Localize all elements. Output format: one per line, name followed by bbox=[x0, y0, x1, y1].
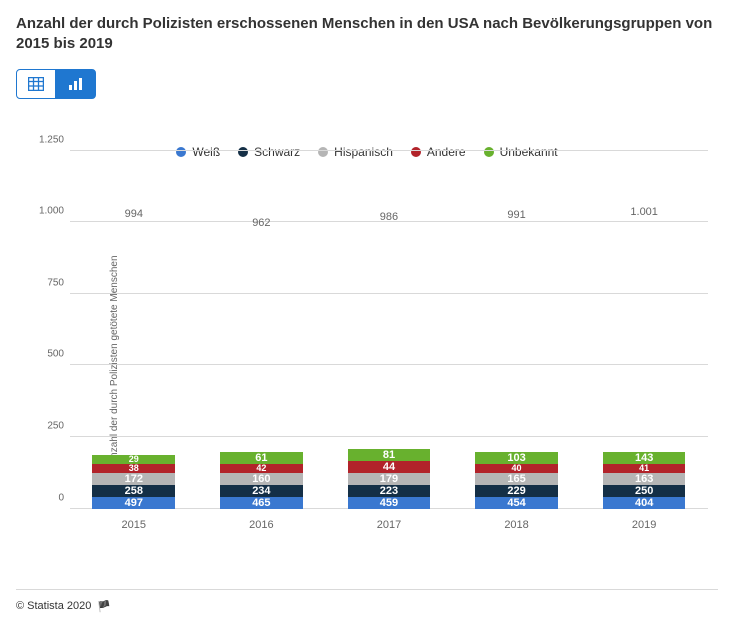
bar-segment-andere[interactable]: 40 bbox=[475, 464, 558, 473]
bar-segment-weiss[interactable]: 404 bbox=[603, 497, 686, 509]
x-category-label: 2017 bbox=[377, 519, 401, 531]
bar-stack[interactable]: 40425016341143 bbox=[603, 452, 686, 509]
bar-chart-icon bbox=[68, 77, 84, 91]
bar-column: 1.001404250163411432019 bbox=[587, 151, 702, 509]
bar-column: 96246523416042612016 bbox=[204, 151, 319, 509]
bar-segment-weiss[interactable]: 454 bbox=[475, 497, 558, 509]
bar-segment-hispanisch[interactable]: 172 bbox=[92, 473, 175, 485]
bar-segment-hispanisch[interactable]: 160 bbox=[220, 473, 303, 485]
view-tabs bbox=[16, 69, 718, 99]
bars-container: 9944972581723829201596246523416042612016… bbox=[70, 151, 708, 509]
chart-area: Anzahl der durch Polizisten getötete Men… bbox=[16, 145, 718, 575]
copyright: © Statista 2020 bbox=[16, 600, 91, 612]
bar-segment-schwarz[interactable]: 258 bbox=[92, 485, 175, 497]
tab-table[interactable] bbox=[16, 69, 56, 99]
x-category-label: 2016 bbox=[249, 519, 273, 531]
footer: © Statista 2020 🏴 bbox=[16, 589, 718, 613]
bar-segment-schwarz[interactable]: 234 bbox=[220, 485, 303, 497]
bar-stack[interactable]: 4972581723829 bbox=[92, 455, 175, 509]
bar-total-label: 994 bbox=[125, 208, 143, 220]
bar-stack[interactable]: 45422916540103 bbox=[475, 452, 558, 509]
bar-segment-andere[interactable]: 44 bbox=[348, 461, 431, 473]
bar-segment-unbekannt[interactable]: 103 bbox=[475, 452, 558, 464]
bar-segment-andere[interactable]: 42 bbox=[220, 464, 303, 473]
y-tick-label: 1.000 bbox=[28, 206, 64, 217]
bar-segment-weiss[interactable]: 459 bbox=[348, 497, 431, 509]
y-tick-label: 750 bbox=[28, 277, 64, 288]
plot-area: 02505007501.0001.25099449725817238292015… bbox=[70, 151, 708, 509]
bar-column: 98645922317944812017 bbox=[332, 151, 447, 509]
chart-title: Anzahl der durch Polizisten erschossenen… bbox=[16, 14, 718, 55]
bar-total-label: 986 bbox=[380, 211, 398, 223]
y-tick-label: 500 bbox=[28, 349, 64, 360]
bar-segment-schwarz[interactable]: 223 bbox=[348, 485, 431, 497]
bar-total-label: 991 bbox=[507, 209, 525, 221]
bar-stack[interactable]: 4652341604261 bbox=[220, 452, 303, 509]
bar-segment-unbekannt[interactable]: 81 bbox=[348, 449, 431, 461]
bar-segment-weiss[interactable]: 497 bbox=[92, 497, 175, 509]
bar-segment-unbekannt[interactable]: 143 bbox=[603, 452, 686, 464]
bar-total-label: 962 bbox=[252, 217, 270, 229]
x-category-label: 2015 bbox=[122, 519, 146, 531]
bar-segment-hispanisch[interactable]: 179 bbox=[348, 473, 431, 485]
bar-stack[interactable]: 4592231794481 bbox=[348, 449, 431, 509]
table-icon bbox=[28, 77, 44, 91]
bar-total-label: 1.001 bbox=[630, 206, 658, 218]
bar-segment-schwarz[interactable]: 229 bbox=[475, 485, 558, 497]
bar-segment-andere[interactable]: 41 bbox=[603, 464, 686, 473]
bar-segment-hispanisch[interactable]: 165 bbox=[475, 473, 558, 485]
bar-segment-hispanisch[interactable]: 163 bbox=[603, 473, 686, 485]
x-category-label: 2018 bbox=[504, 519, 528, 531]
y-tick-label: 1.250 bbox=[28, 134, 64, 145]
bar-column: 99449725817238292015 bbox=[76, 151, 191, 509]
bar-segment-schwarz[interactable]: 250 bbox=[603, 485, 686, 497]
x-category-label: 2019 bbox=[632, 519, 656, 531]
bar-segment-andere[interactable]: 38 bbox=[92, 464, 175, 473]
bar-segment-weiss[interactable]: 465 bbox=[220, 497, 303, 509]
y-tick-label: 0 bbox=[28, 492, 64, 503]
bar-segment-unbekannt[interactable]: 61 bbox=[220, 452, 303, 464]
bar-column: 991454229165401032018 bbox=[459, 151, 574, 509]
y-tick-label: 250 bbox=[28, 420, 64, 431]
tab-chart[interactable] bbox=[56, 69, 96, 99]
